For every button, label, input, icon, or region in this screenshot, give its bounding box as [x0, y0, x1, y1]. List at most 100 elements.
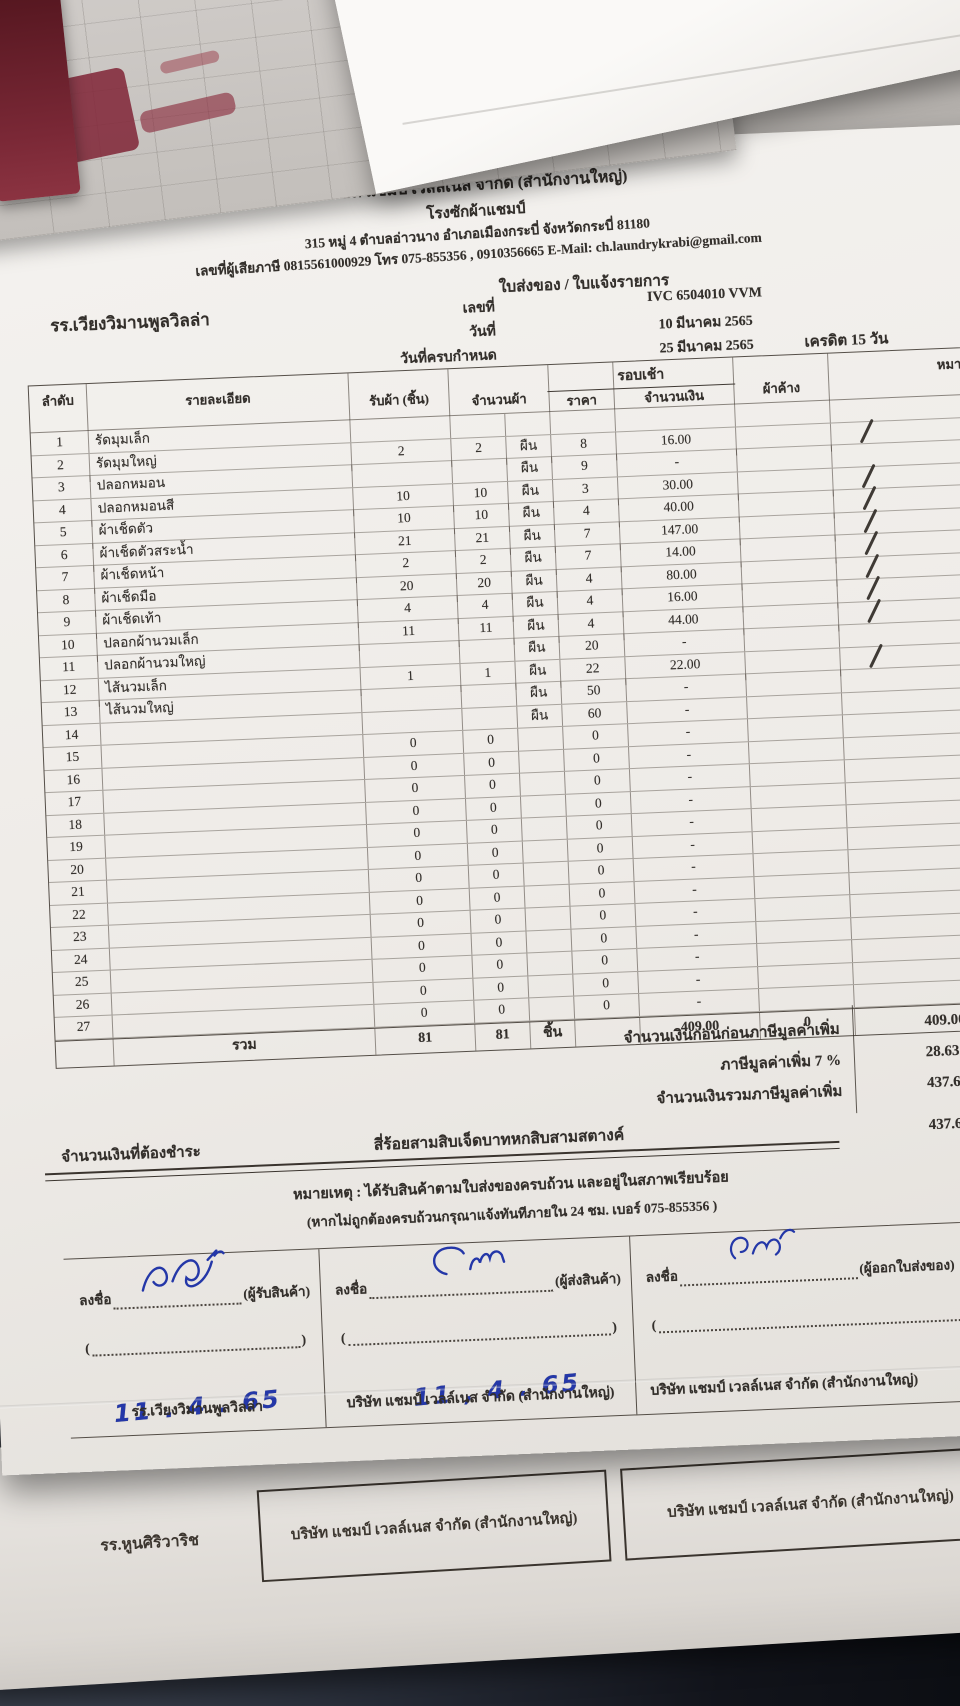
- cell-no: 16: [44, 768, 104, 793]
- cell-received: [359, 640, 461, 667]
- cell-no: 22: [50, 903, 109, 927]
- cell-price: 60: [562, 701, 629, 726]
- cell-no: 13: [41, 700, 101, 725]
- paren-open: (: [340, 1330, 346, 1346]
- cell-received: 0: [368, 865, 470, 892]
- dotted-leader: [658, 1308, 960, 1334]
- cell-price: 0: [563, 724, 629, 749]
- cell-unit: [505, 412, 552, 436]
- cell-unit: [529, 996, 576, 1020]
- cell-pending: [746, 670, 842, 696]
- signature-section: ลงชื่อ (ผู้รับสินค้า) ( ) 11 . 4 . 65 รร…: [63, 1214, 960, 1439]
- sign-role: (ผู้ออกใบส่งของ): [859, 1257, 955, 1277]
- blank-name-line: ( ): [651, 1304, 960, 1334]
- cell-price: 0: [567, 836, 634, 861]
- underlying-customer: รร.หูนศิริวาริช: [99, 1531, 200, 1555]
- paren-close: ): [611, 1319, 618, 1335]
- handwritten-check-slash: [861, 463, 876, 488]
- cell-pending: [750, 782, 847, 809]
- sign-line: ลงชื่อ (ผู้รับสินค้า): [78, 1249, 311, 1311]
- table-body: 1 รัดมุมเล็ก 2 รัดมุมใหญ่ 2: [30, 389, 960, 1041]
- cell-unit: [526, 929, 573, 953]
- receiver-signature-ink: [141, 1249, 225, 1292]
- cell-price: 0: [565, 791, 632, 816]
- cell-quantity: 0: [464, 751, 520, 775]
- paren-close: ): [301, 1331, 307, 1348]
- underlying-footer-row: รร.หูนศิริวาริช บริษัท แชมป์ เวลล์เนส จำ…: [37, 1446, 960, 1595]
- cell-unit: [527, 951, 574, 975]
- cell-pending: [752, 827, 849, 854]
- underlying-company-box-2: บริษัท แชมป์ เวลล์เนส จำกัด (สำนักงานใหญ…: [620, 1446, 960, 1561]
- cell-pending: [747, 715, 844, 741]
- cell-no: 15: [43, 745, 103, 770]
- cell-unit: ผืน: [516, 681, 563, 706]
- cell-price: 50: [561, 679, 628, 704]
- cell-unit: ผืน: [507, 457, 553, 481]
- cell-quantity: 0: [472, 953, 529, 978]
- cell-pending: [759, 985, 855, 1011]
- handwritten-check-slash: [868, 643, 883, 668]
- cell-pending: [735, 400, 831, 426]
- cell-quantity: 0: [473, 975, 530, 1000]
- cell-price: 0: [573, 971, 640, 996]
- cell-price: 0: [564, 769, 631, 794]
- cell-unit: [523, 861, 570, 886]
- cell-received: 0: [367, 843, 469, 869]
- issuer-org: บริษัท แชมป์ เวลล์เนส จำกัด (สำนักงานใหญ…: [650, 1372, 919, 1399]
- cell-received: [350, 416, 452, 442]
- cell-quantity: 0: [470, 908, 527, 933]
- amount-due-label: จำนวนเงินที่ต้องชำระ: [61, 1144, 202, 1166]
- sign-prefix: ลงชื่อ: [334, 1281, 368, 1298]
- cell-pending: [756, 917, 853, 944]
- cell-no: 24: [51, 948, 111, 972]
- dotted-leader: [91, 1336, 300, 1357]
- grand-total-value: 437.63: [926, 1073, 960, 1092]
- cell-unit: [524, 884, 571, 908]
- cell-quantity: [461, 683, 518, 708]
- cell-unit: [519, 749, 565, 773]
- cell-price: 0: [571, 926, 638, 951]
- cell-no: 20: [48, 858, 108, 883]
- cell-no: 1: [30, 431, 90, 455]
- cell-received: 0: [366, 798, 467, 824]
- date-line: ( ) 11 . 4 . 65: [84, 1331, 307, 1428]
- paren-open: (: [651, 1317, 657, 1333]
- cell-received: 0: [366, 820, 468, 847]
- cell-quantity: 0: [469, 886, 526, 910]
- sign-role: (ผู้รับสินค้า): [242, 1283, 311, 1302]
- cell-no: 3: [32, 475, 92, 500]
- cell-quantity: 0: [466, 818, 523, 843]
- cell-received: [352, 461, 454, 487]
- cell-pending: [755, 895, 852, 921]
- cell-quantity: [462, 706, 519, 730]
- cell-quantity: 0: [471, 930, 528, 955]
- cell-price: 0: [566, 814, 633, 839]
- cell-unit: [525, 906, 572, 930]
- cell-unit: [520, 794, 567, 818]
- cell-price: 20: [559, 634, 626, 659]
- cell-received: 0: [371, 933, 473, 959]
- cell-quantity: [452, 458, 508, 483]
- cell-pending: [747, 692, 843, 719]
- cell-price: 0: [572, 948, 639, 974]
- sign-prefix: ลงชื่อ: [78, 1291, 112, 1309]
- dotted-leader: [347, 1323, 611, 1347]
- paren-open: (: [84, 1340, 91, 1356]
- items-table: รอบเช้า ลำดับ รายละเอียด รับผ้า (ชิ้น) จ…: [27, 341, 960, 1069]
- cell-received: 0: [370, 910, 472, 937]
- cell-no: 18: [46, 813, 106, 838]
- cell-pending: [748, 737, 845, 764]
- cell-received: 0: [373, 978, 475, 1004]
- issuer-signature-ink: [729, 1228, 796, 1260]
- cell-price: 9: [552, 454, 618, 479]
- cell-pending: [751, 805, 848, 831]
- total-blank: [55, 1039, 115, 1068]
- amount-due-value: 437.63: [928, 1115, 960, 1134]
- col-qty-header: จำนวนผ้า: [448, 365, 551, 417]
- sign-line: ลงชื่อ (ผู้ออกใบส่งของ): [645, 1228, 955, 1288]
- cell-received: 0: [372, 955, 474, 982]
- cell-pending: [758, 962, 854, 989]
- cell-quantity: 0: [465, 796, 522, 820]
- sender-signature-ink: [432, 1246, 506, 1276]
